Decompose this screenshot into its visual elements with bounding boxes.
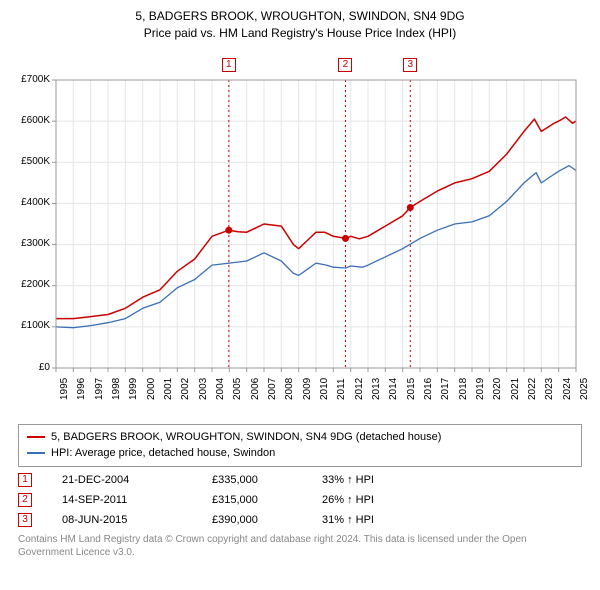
event-number-box: 1 <box>18 473 32 487</box>
x-tick-label: 2009 <box>302 377 313 399</box>
x-tick-label: 2002 <box>180 377 191 399</box>
x-tick-label: 2023 <box>544 377 555 399</box>
x-tick-label: 2016 <box>423 377 434 399</box>
event-date: 08-JUN-2015 <box>62 514 182 526</box>
event-date: 21-DEC-2004 <box>62 474 182 486</box>
event-price: £335,000 <box>212 474 292 486</box>
event-delta: 31% ↑ HPI <box>322 514 582 526</box>
x-tick-label: 1999 <box>128 377 139 399</box>
y-tick-label: £200K <box>10 279 50 290</box>
y-tick-label: £300K <box>10 238 50 249</box>
x-tick-label: 1998 <box>111 377 122 399</box>
x-tick-label: 2006 <box>250 377 261 399</box>
event-row: 3 08-JUN-2015 £390,000 31% ↑ HPI <box>18 513 582 527</box>
event-marker-label: 1 <box>222 58 236 72</box>
event-price: £390,000 <box>212 514 292 526</box>
x-tick-label: 2015 <box>406 377 417 399</box>
chart-svg <box>8 52 592 412</box>
legend-series2-line <box>27 452 45 454</box>
x-tick-label: 2014 <box>388 377 399 399</box>
x-tick-label: 2019 <box>475 377 486 399</box>
event-row: 1 21-DEC-2004 £335,000 33% ↑ HPI <box>18 473 582 487</box>
legend-row-series2: HPI: Average price, detached house, Swin… <box>27 445 573 462</box>
x-tick-label: 2010 <box>319 377 330 399</box>
event-marker-label: 3 <box>403 58 417 72</box>
event-number-box: 2 <box>18 493 32 507</box>
event-delta: 33% ↑ HPI <box>322 474 582 486</box>
chart-title-line2: Price paid vs. HM Land Registry's House … <box>8 25 592 42</box>
event-delta: 26% ↑ HPI <box>322 494 582 506</box>
x-tick-label: 2020 <box>492 377 503 399</box>
event-number-box: 3 <box>18 513 32 527</box>
x-tick-label: 2024 <box>562 377 573 399</box>
x-tick-label: 2001 <box>163 377 174 399</box>
x-tick-label: 2011 <box>336 378 347 400</box>
x-tick-label: 2003 <box>198 377 209 399</box>
event-date: 14-SEP-2011 <box>62 494 182 506</box>
y-tick-label: £600K <box>10 115 50 126</box>
events-list: 1 21-DEC-2004 £335,000 33% ↑ HPI 2 14-SEP-201… <box>18 473 582 527</box>
attribution-text: Contains HM Land Registry data © Crown c… <box>18 533 582 559</box>
x-tick-label: 2022 <box>527 377 538 399</box>
x-tick-label: 2025 <box>579 377 590 399</box>
x-tick-label: 2005 <box>232 377 243 399</box>
x-tick-label: 1995 <box>59 377 70 399</box>
event-price: £315,000 <box>212 494 292 506</box>
chart-container: £0 £100K £200K £300K £400K £500K £600K £700K 199… <box>8 52 592 412</box>
legend-series2-label: HPI: Average price, detached house, Swin… <box>51 445 275 462</box>
y-tick-label: £0 <box>10 362 50 373</box>
x-tick-label: 2013 <box>371 377 382 399</box>
y-tick-label: £400K <box>10 197 50 208</box>
x-tick-label: 2012 <box>354 377 365 399</box>
legend-box: 5, BADGERS BROOK, WROUGHTON, SWINDON, SN… <box>18 424 582 467</box>
y-tick-label: £700K <box>10 74 50 85</box>
x-tick-label: 2017 <box>440 377 451 399</box>
chart-title-block: 5, BADGERS BROOK, WROUGHTON, SWINDON, SN… <box>8 8 592 42</box>
legend-row-series1: 5, BADGERS BROOK, WROUGHTON, SWINDON, SN… <box>27 429 573 446</box>
x-tick-label: 2008 <box>284 377 295 399</box>
event-marker-label: 2 <box>338 58 352 72</box>
x-tick-label: 2021 <box>510 377 521 399</box>
y-tick-label: £500K <box>10 156 50 167</box>
chart-title-line1: 5, BADGERS BROOK, WROUGHTON, SWINDON, SN… <box>8 8 592 25</box>
y-tick-label: £100K <box>10 320 50 331</box>
x-tick-label: 2004 <box>215 377 226 399</box>
legend-series1-line <box>27 436 45 438</box>
x-tick-label: 2018 <box>458 377 469 399</box>
legend-series1-label: 5, BADGERS BROOK, WROUGHTON, SWINDON, SN… <box>51 429 441 446</box>
x-tick-label: 1997 <box>94 377 105 399</box>
x-tick-label: 1996 <box>76 377 87 399</box>
x-tick-label: 2007 <box>267 377 278 399</box>
x-tick-label: 2000 <box>146 377 157 399</box>
event-row: 2 14-SEP-2011 £315,000 26% ↑ HPI <box>18 493 582 507</box>
